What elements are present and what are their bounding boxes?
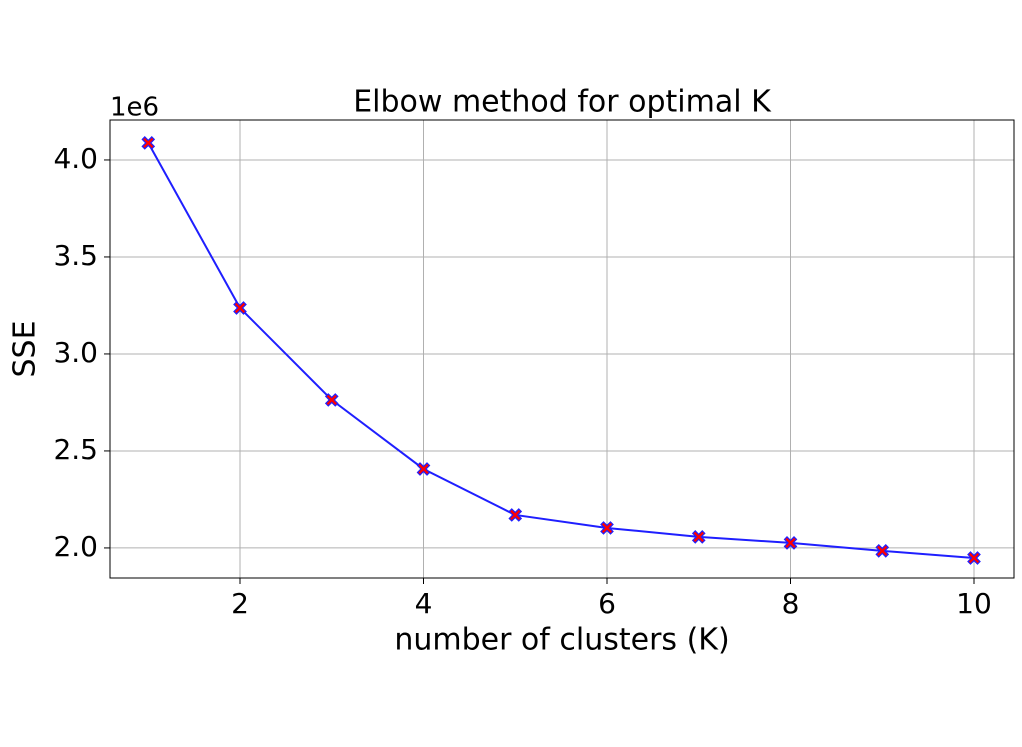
x-axis-label: number of clusters (K) <box>394 623 729 658</box>
x-tick-label: 2 <box>231 587 249 620</box>
y-axis-label: SSE <box>8 320 43 377</box>
plot-frame <box>109 119 1015 579</box>
marker <box>600 521 614 535</box>
marker <box>324 393 339 407</box>
marker <box>691 530 706 544</box>
x-tick-label: 6 <box>598 587 616 620</box>
chart-title: Elbow method for optimal K <box>353 85 772 120</box>
marker <box>233 301 247 315</box>
y-tick-label: 4.0 <box>53 142 98 175</box>
x-tick-label: 8 <box>782 587 800 620</box>
y-offset-label: 1e6 <box>110 93 159 123</box>
marker <box>141 136 156 150</box>
marker <box>783 536 798 550</box>
line <box>147 142 975 560</box>
x-tick-label: 10 <box>956 587 992 620</box>
marker <box>875 543 890 558</box>
y-tick-label: 2.5 <box>53 433 98 466</box>
y-tick-label: 2.0 <box>53 530 98 563</box>
x-tick-label: 4 <box>415 587 433 620</box>
marker <box>416 462 431 476</box>
marker <box>967 551 981 565</box>
y-tick-label: 3.0 <box>53 336 98 369</box>
marker <box>508 508 523 522</box>
y-tick-label: 3.5 <box>53 239 98 272</box>
